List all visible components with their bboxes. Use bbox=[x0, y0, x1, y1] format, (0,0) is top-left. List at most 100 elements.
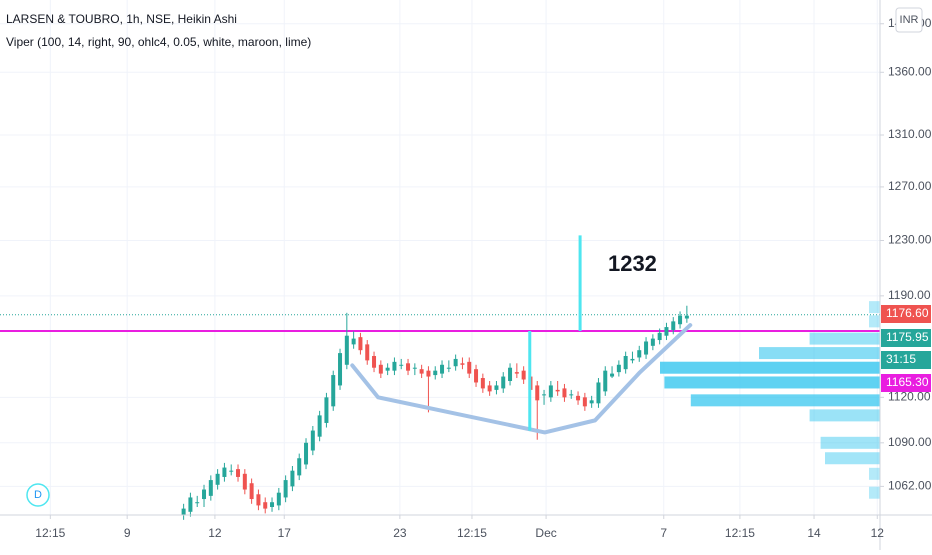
candle-body bbox=[623, 356, 628, 370]
candle-body bbox=[406, 363, 411, 371]
candle-body bbox=[474, 369, 479, 383]
candle-body bbox=[378, 364, 383, 374]
y-tick-label: 1360.00 bbox=[888, 64, 932, 78]
candle-body bbox=[351, 338, 356, 345]
candle-body bbox=[480, 378, 485, 389]
x-tick-label: 12:15 bbox=[725, 526, 755, 540]
candle-body bbox=[338, 353, 343, 386]
interval-button[interactable] bbox=[26, 483, 50, 507]
support-label: 1165.30 bbox=[886, 375, 929, 389]
x-tick-label: 12 bbox=[208, 526, 222, 540]
volume-profile-bar bbox=[809, 332, 880, 345]
candle-body bbox=[501, 376, 506, 389]
candle-body bbox=[630, 358, 635, 361]
candle-body bbox=[440, 364, 445, 374]
candle-body bbox=[569, 394, 574, 396]
countdown-label-box bbox=[881, 351, 931, 369]
volume-profile-bar bbox=[869, 315, 880, 328]
candle-body bbox=[514, 372, 519, 374]
volume-profile-bar bbox=[869, 301, 880, 314]
candle-body bbox=[603, 370, 608, 392]
candle-body bbox=[582, 397, 587, 407]
candle-body bbox=[684, 315, 689, 319]
candle-body bbox=[487, 385, 492, 392]
candle-body bbox=[215, 473, 220, 485]
candle-body bbox=[412, 367, 417, 369]
candle-body bbox=[419, 369, 424, 374]
x-tick-label: 12:15 bbox=[35, 526, 65, 540]
candle-body bbox=[181, 508, 186, 515]
volume-profile-bar bbox=[759, 347, 880, 360]
y-tick-label: 1062.00 bbox=[888, 479, 932, 493]
candle-body bbox=[453, 358, 458, 367]
candle-body bbox=[671, 321, 676, 330]
candle-body bbox=[589, 400, 594, 404]
candle-body bbox=[433, 370, 438, 376]
currency-button[interactable] bbox=[895, 7, 923, 33]
x-tick-label: 14 bbox=[807, 526, 821, 540]
candle-body bbox=[283, 480, 288, 498]
currency-label[interactable]: INR bbox=[900, 14, 919, 26]
candle-body bbox=[365, 344, 370, 361]
axes: 1400.001360.001310.001270.001230.001190.… bbox=[35, 16, 931, 540]
y-tick-label: 1270.00 bbox=[888, 179, 932, 193]
support-label-box bbox=[881, 374, 931, 392]
candle-body bbox=[535, 385, 540, 401]
countdown-label: 31:15 bbox=[886, 352, 916, 366]
volume-profile-bar bbox=[690, 394, 880, 407]
x-tick-label: 9 bbox=[124, 526, 131, 540]
candle-body bbox=[644, 341, 649, 355]
last-price-label: 1176.60 bbox=[886, 306, 929, 320]
candle-body bbox=[562, 388, 567, 398]
candle-body bbox=[555, 389, 560, 392]
candle-body bbox=[188, 497, 193, 512]
volume-profile-bar bbox=[825, 452, 880, 465]
candle-body bbox=[310, 430, 315, 451]
candle-body bbox=[399, 364, 404, 366]
last-price-label-box bbox=[881, 305, 931, 323]
candle-body bbox=[270, 502, 275, 508]
x-tick-label: 17 bbox=[278, 526, 292, 540]
volume-profile-bar bbox=[820, 436, 880, 449]
candle-body bbox=[385, 367, 390, 371]
candle-body bbox=[392, 361, 397, 371]
candle-body bbox=[664, 327, 669, 336]
candle-body bbox=[331, 375, 336, 407]
interval-label[interactable]: D bbox=[34, 489, 42, 501]
volume-profile-bar bbox=[660, 361, 880, 374]
candle-body bbox=[324, 397, 329, 423]
volume-profile-bar bbox=[869, 467, 880, 480]
candle-body bbox=[249, 483, 254, 500]
candle-body bbox=[616, 364, 621, 373]
close-price-label-box bbox=[881, 329, 931, 347]
candle-body bbox=[494, 385, 499, 390]
x-tick-label: 7 bbox=[660, 526, 667, 540]
volume-profile-bar bbox=[664, 376, 880, 389]
candle-body bbox=[637, 350, 642, 358]
volume-profile-bar bbox=[869, 486, 880, 499]
plot: 1232 bbox=[0, 235, 880, 520]
candle-body bbox=[542, 394, 547, 396]
y-tick-label: 1120.00 bbox=[888, 390, 931, 404]
candle-body bbox=[446, 367, 451, 369]
y-tick-label: 1310.00 bbox=[888, 127, 932, 141]
candle-body bbox=[202, 489, 207, 500]
candle-body bbox=[426, 370, 431, 377]
x-tick-label: 23 bbox=[393, 526, 407, 540]
grid bbox=[0, 0, 880, 515]
candle-body bbox=[256, 494, 261, 506]
close-price-label: 1175.95 bbox=[886, 330, 929, 344]
candle-body bbox=[195, 502, 200, 504]
candle-body bbox=[657, 332, 662, 341]
candle-body bbox=[521, 370, 526, 380]
candle-body bbox=[290, 470, 295, 487]
candle-body bbox=[317, 415, 322, 437]
x-tick-label: 12:15 bbox=[457, 526, 487, 540]
indicator-legend: Viper (100, 14, right, 90, ohlc4, 0.05, … bbox=[6, 35, 311, 49]
candle-body bbox=[467, 361, 472, 374]
candle-body bbox=[208, 480, 213, 496]
candle-body bbox=[576, 395, 581, 401]
candle-body bbox=[242, 473, 247, 490]
